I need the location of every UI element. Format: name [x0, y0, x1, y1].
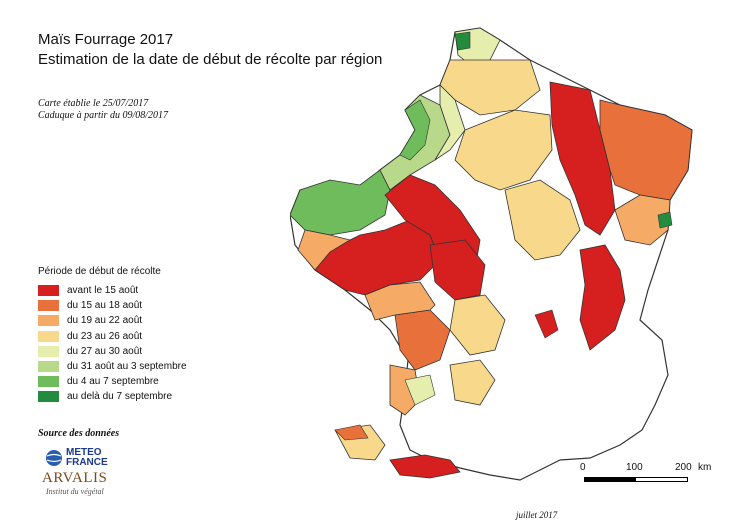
zone-auvergne [449, 294, 506, 356]
legend-item: du 15 au 18 août [38, 298, 187, 313]
title-line-1: Maïs Fourrage 2017 [38, 31, 174, 48]
legend-label: du 15 au 18 août [67, 300, 143, 312]
zone-gers [404, 374, 436, 406]
legend-item: avant le 15 août [38, 283, 187, 298]
zone-franche-comte [614, 194, 671, 246]
zone-poitou [364, 281, 436, 321]
scale-tick-200: 200 [675, 462, 692, 473]
source-label: Source des données [38, 428, 120, 439]
scale-tick-0: 0 [580, 462, 586, 473]
zone-cotentin-core [399, 99, 431, 161]
zone-aquitaine [389, 364, 421, 416]
legend-swatch [38, 285, 59, 297]
zone-pyrenees [389, 454, 461, 479]
meteo-globe-icon [46, 450, 62, 466]
legend-label: au delà du 7 septembre [67, 391, 173, 403]
legend-title: Période de début de récolte [38, 266, 161, 277]
legend-swatch [38, 391, 59, 403]
zone-centre-east [429, 239, 486, 301]
legend-label: du 31 août au 3 septembre [67, 361, 187, 373]
legend-label: du 27 au 30 août [67, 345, 143, 357]
legend-item: du 19 au 22 août [38, 313, 187, 328]
legend-item: du 23 au 26 août [38, 329, 187, 344]
legend-label: avant le 15 août [67, 285, 139, 297]
zone-pyrenees-west-orange [334, 424, 369, 441]
map-title: Maïs Fourrage 2017 Estimation de la date… [38, 30, 382, 70]
expiry-date: Caduque à partir du 09/08/2017 [38, 110, 169, 121]
zone-vendee [297, 229, 352, 271]
scale-unit: km [698, 462, 712, 473]
scale-bar: 0 100 200 km [570, 462, 720, 502]
zone-lorraine [549, 81, 616, 236]
legend-label: du 4 au 7 septembre [67, 376, 159, 388]
meteo-line-2: FRANCE [66, 457, 108, 468]
established-date: Carte établie le 25/07/2017 [38, 98, 149, 109]
zone-jura-green [657, 211, 673, 229]
legend-label: du 23 au 26 août [67, 330, 143, 342]
legend-swatch [38, 361, 59, 373]
legend-swatch [38, 330, 59, 342]
scale-tick-100: 100 [626, 462, 643, 473]
legend-swatch [38, 376, 59, 388]
legend: Période de début de récolte avant le 15 … [38, 266, 187, 405]
zone-nord-dark [454, 31, 471, 51]
arvalis-logo: ARVALIS Institut du végétal [42, 470, 107, 496]
legend-label: du 19 au 22 août [67, 315, 143, 327]
legend-swatch [38, 345, 59, 357]
zone-haute-normandie [434, 84, 466, 161]
zone-bourgogne [504, 179, 581, 261]
zone-dordogne [449, 359, 496, 406]
legend-item: du 31 août au 3 septembre [38, 359, 187, 374]
legend-item: au delà du 7 septembre [38, 389, 187, 404]
zone-rhone-small [534, 309, 559, 339]
meteo-line-1: METEO [66, 447, 102, 458]
zone-alpes [579, 244, 626, 351]
meteo-france-logo: METEO FRANCE [45, 448, 108, 468]
legend-item: du 27 au 30 août [38, 344, 187, 359]
arvalis-name: ARVALIS [42, 470, 108, 486]
map-meta: Carte établie le 25/07/2017 Caduque à pa… [38, 98, 168, 122]
france-map [290, 27, 693, 481]
legend-swatch [38, 315, 59, 327]
title-line-2: Estimation de la date de début de récolt… [38, 51, 383, 68]
map-credit: juillet 2017 [516, 510, 558, 520]
scale-bar-graphic [584, 477, 688, 482]
arvalis-subtitle: Institut du végétal [46, 487, 104, 496]
legend-item: du 4 au 7 septembre [38, 374, 187, 389]
legend-swatch [38, 300, 59, 312]
zone-ile-de-france [454, 109, 553, 191]
